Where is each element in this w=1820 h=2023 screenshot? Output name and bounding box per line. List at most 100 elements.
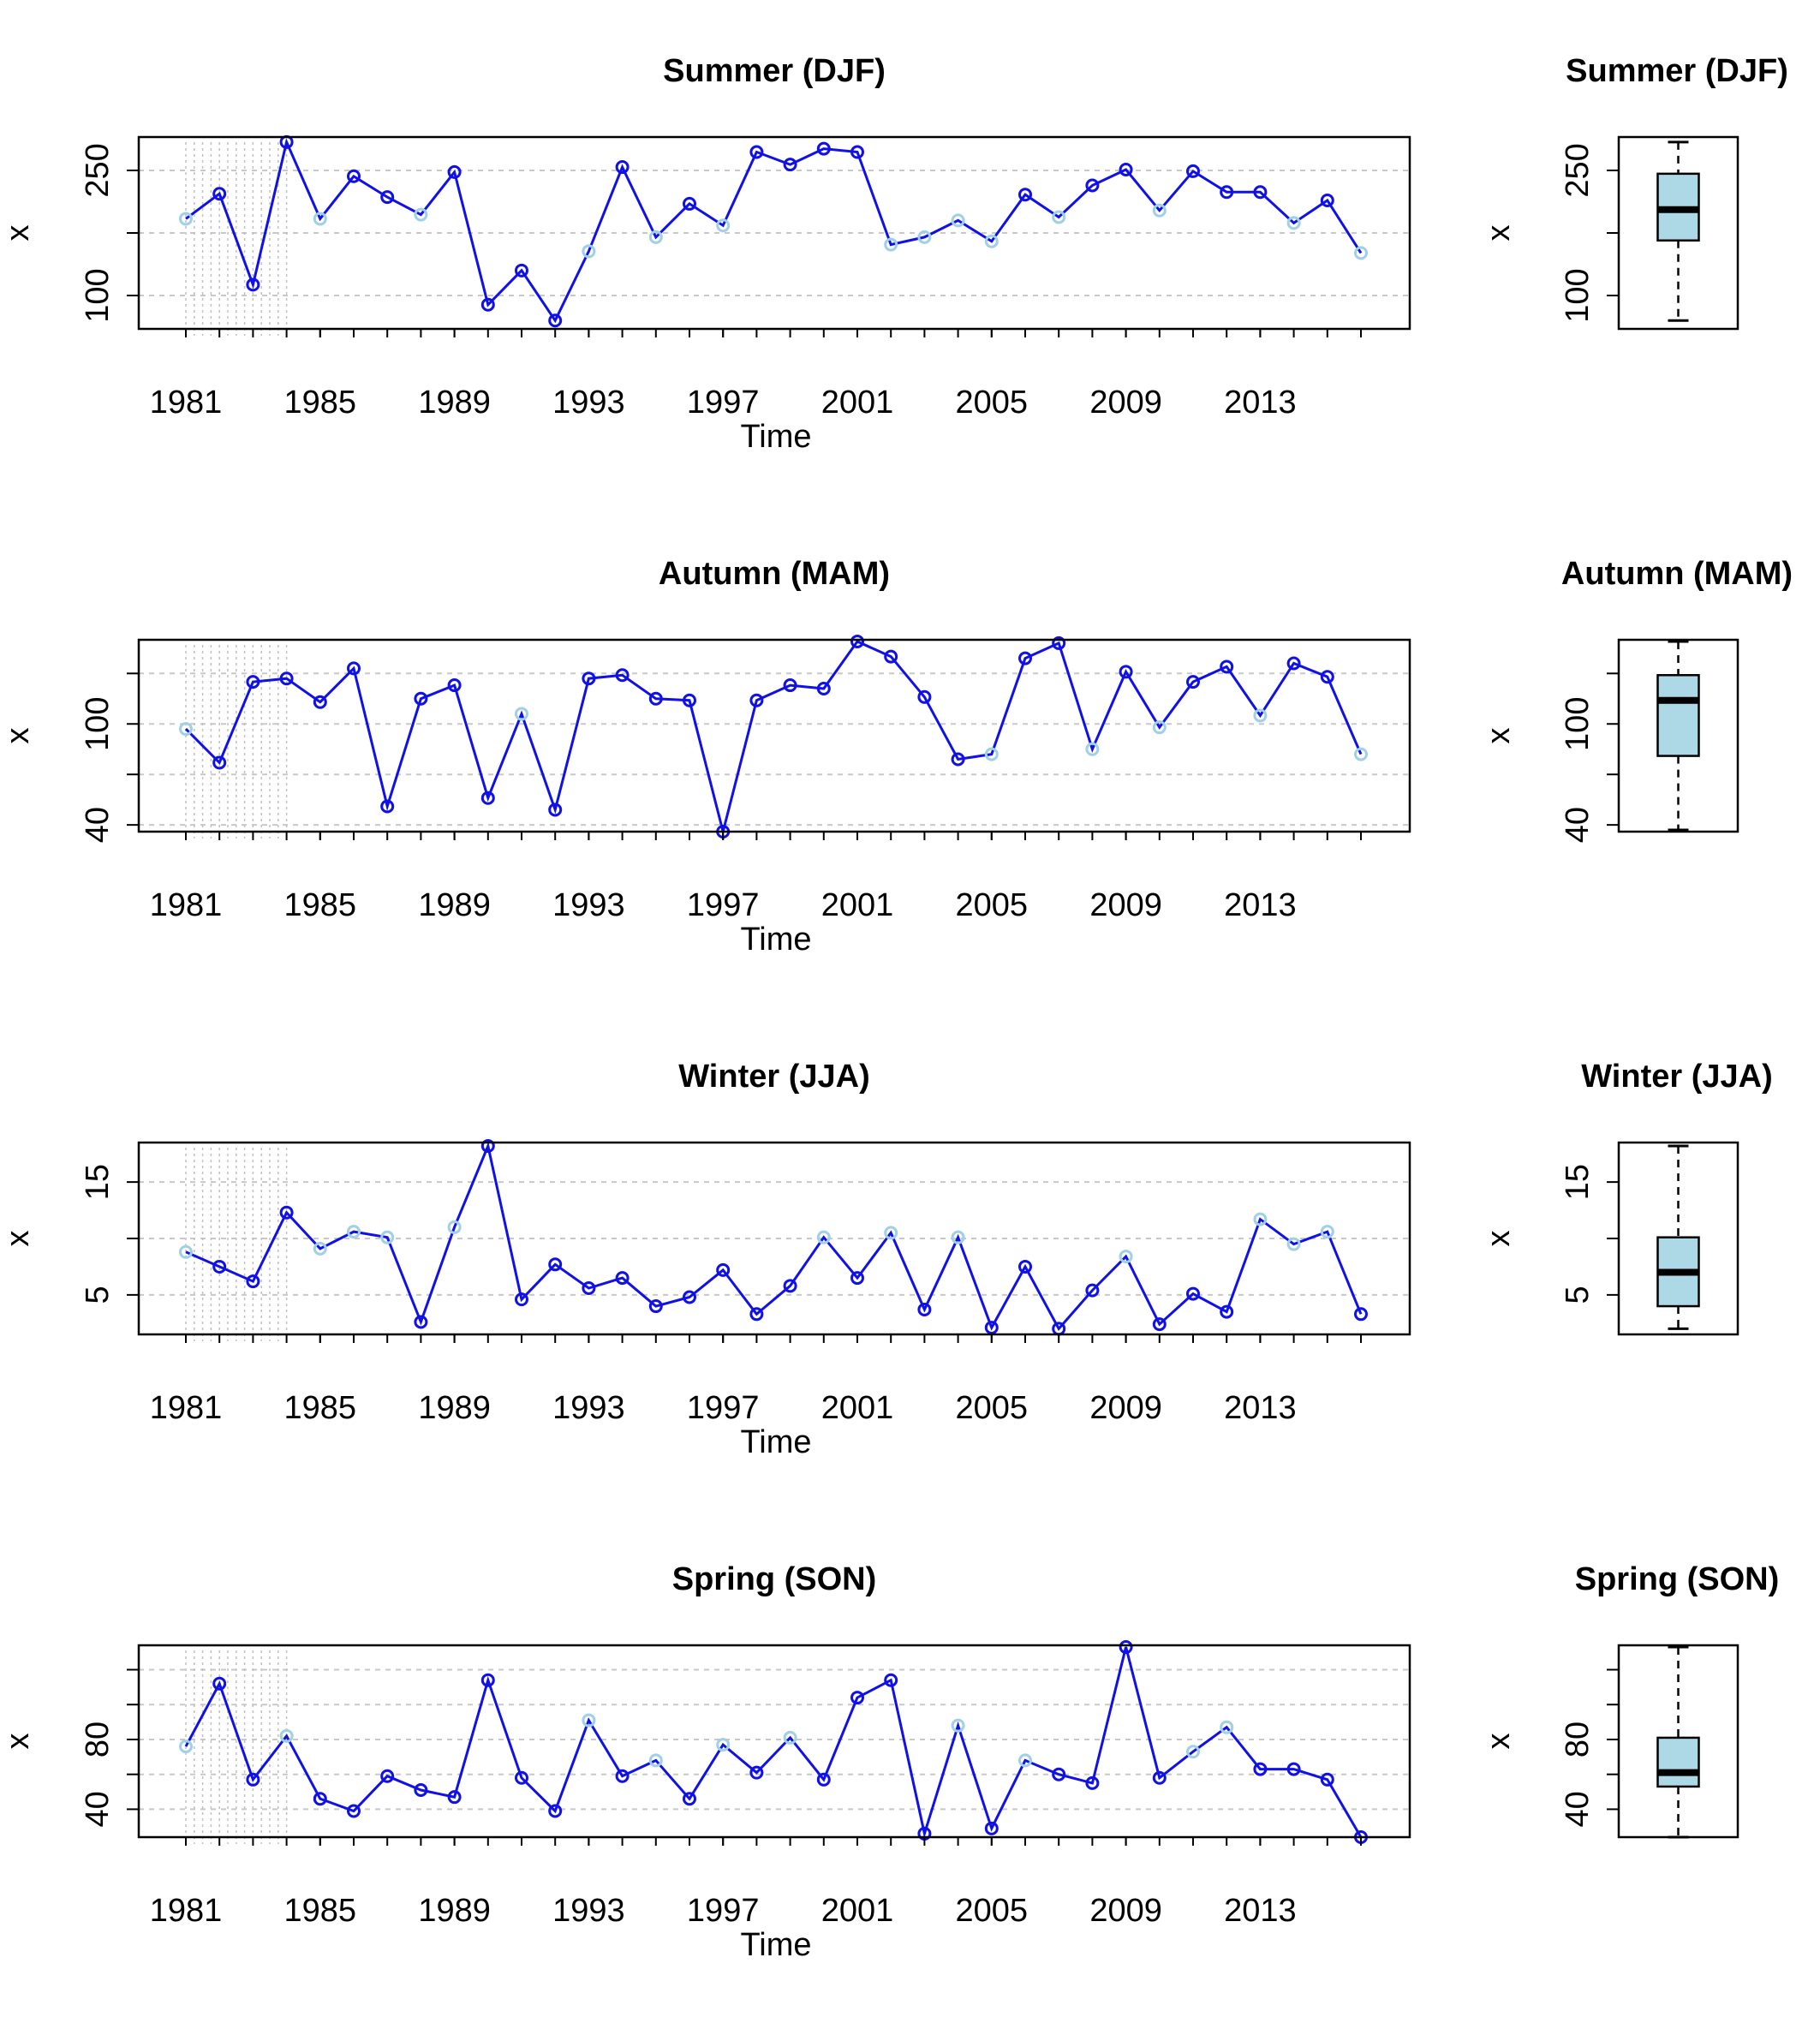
data-point <box>648 230 663 244</box>
data-point <box>648 691 663 706</box>
data-point <box>548 1257 563 1272</box>
data-point <box>683 196 696 211</box>
data-point <box>347 1225 361 1239</box>
x-tick-label: 2009 <box>1089 1893 1162 1929</box>
data-point <box>850 1271 864 1286</box>
data-point <box>850 145 864 159</box>
data-point <box>683 1290 696 1304</box>
data-point <box>1186 1286 1200 1301</box>
data-point <box>783 678 797 693</box>
boxplot-title: Spring (SON) <box>1575 1561 1780 1597</box>
data-point <box>1018 1753 1032 1768</box>
chart-title: Summer (DJF) <box>663 53 886 89</box>
data-point <box>212 1676 227 1691</box>
data-point <box>1320 1772 1334 1787</box>
data-point <box>347 169 361 183</box>
iqr-box <box>1656 1736 1700 1788</box>
data-point <box>716 218 731 233</box>
data-point <box>816 141 831 156</box>
data-point <box>515 1770 528 1785</box>
y-tick-label: 100 <box>80 268 116 322</box>
plot-frame <box>137 1644 1411 1839</box>
x-tick-label: 1993 <box>552 1390 625 1426</box>
data-point <box>951 213 965 228</box>
data-point <box>1018 651 1032 665</box>
data-point <box>447 1220 462 1234</box>
data-point <box>1152 1770 1167 1785</box>
data-point <box>179 1740 193 1754</box>
data-point <box>1286 656 1301 671</box>
data-point <box>313 1241 327 1256</box>
boxplot-title: Summer (DJF) <box>1566 53 1788 89</box>
data-point <box>1085 1283 1100 1298</box>
data-point <box>884 237 898 252</box>
data-point <box>1253 1762 1268 1776</box>
data-point <box>347 661 361 676</box>
data-point <box>884 1226 898 1240</box>
x-tick-label: 2009 <box>1089 887 1162 923</box>
data-point <box>1152 720 1167 735</box>
data-point <box>1152 1317 1167 1332</box>
data-point <box>447 1790 462 1805</box>
data-point <box>1253 185 1268 200</box>
boxplot-y-tick-label: 5 <box>1560 1286 1596 1304</box>
x-tick-label: 2013 <box>1224 1390 1297 1426</box>
data-point <box>313 1792 327 1806</box>
data-point <box>480 1673 495 1687</box>
data-point <box>783 158 797 172</box>
data-point <box>548 1804 563 1818</box>
x-tick-label: 1989 <box>418 1390 491 1426</box>
x-axis-label: Time <box>740 922 811 958</box>
x-tick-label: 1997 <box>687 1390 760 1426</box>
data-point <box>1052 636 1066 650</box>
x-tick-label: 1989 <box>418 887 491 923</box>
data-point <box>1220 1720 1234 1734</box>
x-tick-label: 1993 <box>552 887 625 923</box>
data-point <box>1320 194 1334 208</box>
y-tick-label: 40 <box>80 1791 116 1827</box>
x-tick-label: 2013 <box>1224 887 1297 923</box>
data-point <box>917 689 932 704</box>
data-point <box>783 1730 797 1745</box>
x-axis-label: Time <box>740 1424 811 1460</box>
y-axis-label: x <box>0 728 36 744</box>
x-tick-label: 2005 <box>956 385 1029 421</box>
panel-2: Autumn (MAM) 1981 1985 1989 1993 1997 2001 2005… <box>0 556 1793 958</box>
y-tick-label: 15 <box>80 1164 116 1200</box>
data-point <box>951 1230 965 1244</box>
x-tick-label: 1993 <box>552 385 625 421</box>
boxplot-title: Winter (JJA) <box>1581 1059 1772 1095</box>
x-tick-label: 1985 <box>284 385 357 421</box>
data-point <box>515 263 528 277</box>
data-point <box>984 747 999 761</box>
data-point <box>615 1769 630 1783</box>
data-point <box>917 230 932 244</box>
data-point <box>347 1804 361 1818</box>
x-tick-label: 1997 <box>687 385 760 421</box>
data-point <box>380 799 395 814</box>
x-axis-label: Time <box>740 1927 811 1963</box>
data-point <box>984 1321 999 1335</box>
x-tick-label: 2005 <box>956 887 1029 923</box>
data-point <box>212 187 227 201</box>
data-point <box>749 145 764 159</box>
data-point <box>380 190 395 205</box>
data-point <box>582 244 596 259</box>
data-point <box>1220 185 1234 200</box>
data-point <box>1119 1640 1133 1655</box>
boxplot-y-axis-label: x <box>1481 1734 1517 1750</box>
data-point <box>1085 178 1100 193</box>
boxplot-frame <box>1617 1644 1739 1839</box>
x-tick-label: 1985 <box>284 1390 357 1426</box>
data-point <box>179 1244 193 1259</box>
data-point <box>179 722 193 737</box>
data-point <box>648 1753 663 1768</box>
boxplot-y-tick-label: 250 <box>1560 143 1596 197</box>
data-point <box>1320 670 1334 684</box>
data-point <box>984 1821 999 1835</box>
data-point <box>279 1728 294 1743</box>
data-point <box>582 1713 596 1728</box>
data-point <box>515 1292 528 1307</box>
chart-title: Spring (SON) <box>672 1561 877 1597</box>
